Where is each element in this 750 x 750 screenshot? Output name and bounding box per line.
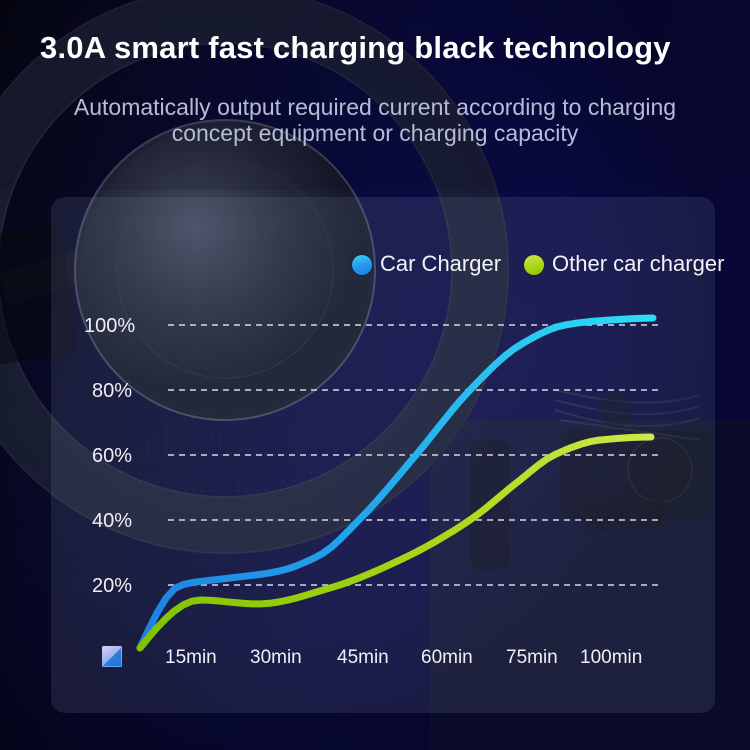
svg-text:100min: 100min (580, 647, 642, 668)
svg-text:60%: 60% (92, 445, 132, 467)
svg-text:40%: 40% (92, 510, 132, 532)
svg-text:20%: 20% (92, 575, 132, 597)
svg-text:75min: 75min (506, 647, 558, 668)
svg-text:100%: 100% (84, 315, 135, 337)
svg-text:60min: 60min (421, 647, 473, 668)
svg-text:45min: 45min (337, 647, 389, 668)
svg-text:30min: 30min (250, 647, 302, 668)
svg-text:15min: 15min (165, 647, 217, 668)
svg-text:80%: 80% (92, 380, 132, 402)
